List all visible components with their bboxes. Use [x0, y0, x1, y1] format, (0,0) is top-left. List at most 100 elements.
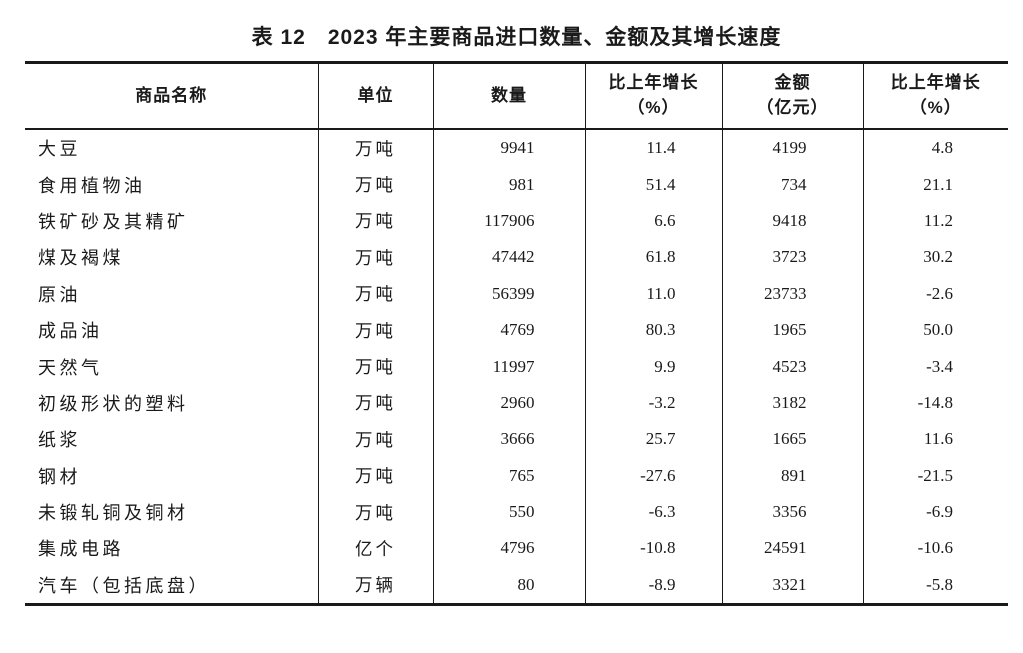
header-quantity: 数量	[432, 62, 585, 130]
header-amount-line1: 金额	[774, 73, 811, 93]
header-amount: 金额 （亿元）	[721, 62, 863, 130]
unit-cell: 万辆	[317, 566, 433, 605]
table-row: 煤及褐煤 万吨 47442 61.8 3723 30.2	[25, 239, 1008, 276]
quantity-cell: 550	[432, 493, 585, 531]
amount-growth-cell: -2.6	[862, 275, 1008, 312]
amount-cell: 3356	[721, 493, 863, 531]
table-row: 初级形状的塑料 万吨 2960 -3.2 3182 -14.8	[25, 384, 1008, 422]
commodity-name-cell: 煤及褐煤	[38, 248, 124, 269]
header-commodity-name: 商品名称	[25, 62, 318, 130]
commodity-name-cell: 天然气	[38, 357, 103, 378]
quantity-cell: 47442	[432, 239, 585, 276]
commodity-name-cell: 纸浆	[38, 430, 81, 451]
amount-growth-cell: -5.8	[862, 566, 1008, 605]
header-unit: 单位	[317, 62, 433, 130]
commodity-name-cell: 铁矿砂及其精矿	[38, 211, 189, 232]
commodity-name-cell: 集成电路	[38, 539, 124, 560]
header-amount-line2: （亿元）	[756, 98, 829, 117]
table-header: 商品名称 单位 数量 比上年增长 （%） 金额 （亿元） 比上年增长	[25, 62, 1008, 130]
amount-cell: 4199	[721, 129, 863, 167]
amount-cell: 23733	[721, 275, 863, 312]
table-body: 大豆 万吨 9941 11.4 4199 4.8 食用植物油 万吨 981 51…	[25, 129, 1008, 605]
amount-growth-cell: -6.9	[862, 493, 1008, 531]
commodity-name-cell: 食用植物油	[38, 175, 146, 196]
table-row: 食用植物油 万吨 981 51.4 734 21.1	[25, 166, 1008, 203]
commodity-name-cell: 汽车（包括底盘）	[38, 575, 210, 596]
unit-cell: 万吨	[317, 311, 433, 349]
quantity-growth-cell: -3.2	[584, 384, 722, 422]
unit-cell: 万吨	[317, 457, 433, 494]
amount-growth-cell: 11.6	[862, 421, 1008, 458]
amount-cell: 3723	[721, 239, 863, 276]
commodity-name-cell: 原油	[38, 284, 81, 305]
unit-cell: 万吨	[317, 421, 433, 458]
quantity-growth-cell: 11.4	[584, 129, 722, 167]
amount-growth-cell: 21.1	[862, 166, 1008, 203]
quantity-cell: 4769	[432, 311, 585, 349]
quantity-cell: 2960	[432, 384, 585, 422]
header-quantity-growth-line2: （%）	[627, 98, 680, 117]
quantity-cell: 981	[432, 166, 585, 203]
commodity-name-cell: 未锻轧铜及铜材	[38, 503, 189, 524]
amount-cell: 4523	[721, 348, 863, 385]
header-row: 商品名称 单位 数量 比上年增长 （%） 金额 （亿元） 比上年增长	[25, 62, 1008, 130]
table-row: 天然气 万吨 11997 9.9 4523 -3.4	[25, 348, 1008, 385]
quantity-growth-cell: 80.3	[584, 311, 722, 349]
commodity-name-cell: 初级形状的塑料	[38, 393, 189, 414]
commodity-name-cell: 成品油	[38, 321, 103, 342]
table-row: 汽车（包括底盘） 万辆 80 -8.9 3321 -5.8	[25, 566, 1008, 605]
unit-cell: 万吨	[317, 348, 433, 385]
quantity-growth-cell: -27.6	[584, 457, 722, 494]
table-row: 纸浆 万吨 3666 25.7 1665 11.6	[25, 421, 1008, 458]
amount-growth-cell: -21.5	[862, 457, 1008, 494]
amount-growth-cell: -10.6	[862, 530, 1008, 567]
commodity-name-cell: 大豆	[38, 139, 81, 160]
quantity-growth-cell: 51.4	[584, 166, 722, 203]
quantity-growth-cell: 6.6	[584, 202, 722, 240]
quantity-growth-cell: 61.8	[584, 239, 722, 276]
quantity-cell: 3666	[432, 421, 585, 458]
amount-cell: 734	[721, 166, 863, 203]
quantity-growth-cell: -8.9	[584, 566, 722, 605]
amount-cell: 3321	[721, 566, 863, 605]
table-title: 表 12 2023 年主要商品进口数量、金额及其增长速度	[251, 26, 782, 49]
quantity-growth-cell: -6.3	[584, 493, 722, 531]
quantity-cell: 56399	[432, 275, 585, 312]
amount-cell: 9418	[721, 202, 863, 240]
quantity-growth-cell: 11.0	[584, 275, 722, 312]
amount-cell: 3182	[721, 384, 863, 422]
amount-growth-cell: 50.0	[862, 311, 1008, 349]
table-row: 铁矿砂及其精矿 万吨 117906 6.6 9418 11.2	[25, 202, 1008, 240]
quantity-cell: 80	[432, 566, 585, 605]
table-row: 大豆 万吨 9941 11.4 4199 4.8	[25, 129, 1008, 167]
amount-growth-cell: 4.8	[862, 129, 1008, 167]
quantity-cell: 9941	[432, 129, 585, 167]
table-row: 钢材 万吨 765 -27.6 891 -21.5	[25, 457, 1008, 494]
unit-cell: 万吨	[317, 275, 433, 312]
amount-cell: 1665	[721, 421, 863, 458]
amount-growth-cell: -14.8	[862, 384, 1008, 422]
quantity-growth-cell: 9.9	[584, 348, 722, 385]
amount-cell: 891	[721, 457, 863, 494]
table-row: 成品油 万吨 4769 80.3 1965 50.0	[25, 311, 1008, 349]
header-quantity-growth-line1: 比上年增长	[608, 73, 699, 93]
import-commodities-table: 商品名称 单位 数量 比上年增长 （%） 金额 （亿元） 比上年增长	[25, 61, 1008, 607]
unit-cell: 万吨	[317, 166, 433, 203]
table-row: 原油 万吨 56399 11.0 23733 -2.6	[25, 275, 1008, 312]
unit-cell: 万吨	[317, 239, 433, 276]
quantity-cell: 765	[432, 457, 585, 494]
commodity-name-cell: 钢材	[38, 466, 81, 487]
quantity-growth-cell: 25.7	[584, 421, 722, 458]
amount-cell: 24591	[721, 530, 863, 567]
header-commodity-name-label: 商品名称	[135, 85, 208, 105]
unit-cell: 亿个	[317, 530, 433, 567]
table-row: 集成电路 亿个 4796 -10.8 24591 -10.6	[25, 530, 1008, 567]
quantity-cell: 117906	[432, 202, 585, 240]
header-amount-growth-line1: 比上年增长	[890, 73, 981, 93]
table-row: 未锻轧铜及铜材 万吨 550 -6.3 3356 -6.9	[25, 493, 1008, 531]
quantity-cell: 4796	[432, 530, 585, 567]
header-unit-label: 单位	[357, 85, 394, 105]
header-quantity-growth: 比上年增长 （%）	[584, 62, 722, 130]
unit-cell: 万吨	[317, 493, 433, 531]
